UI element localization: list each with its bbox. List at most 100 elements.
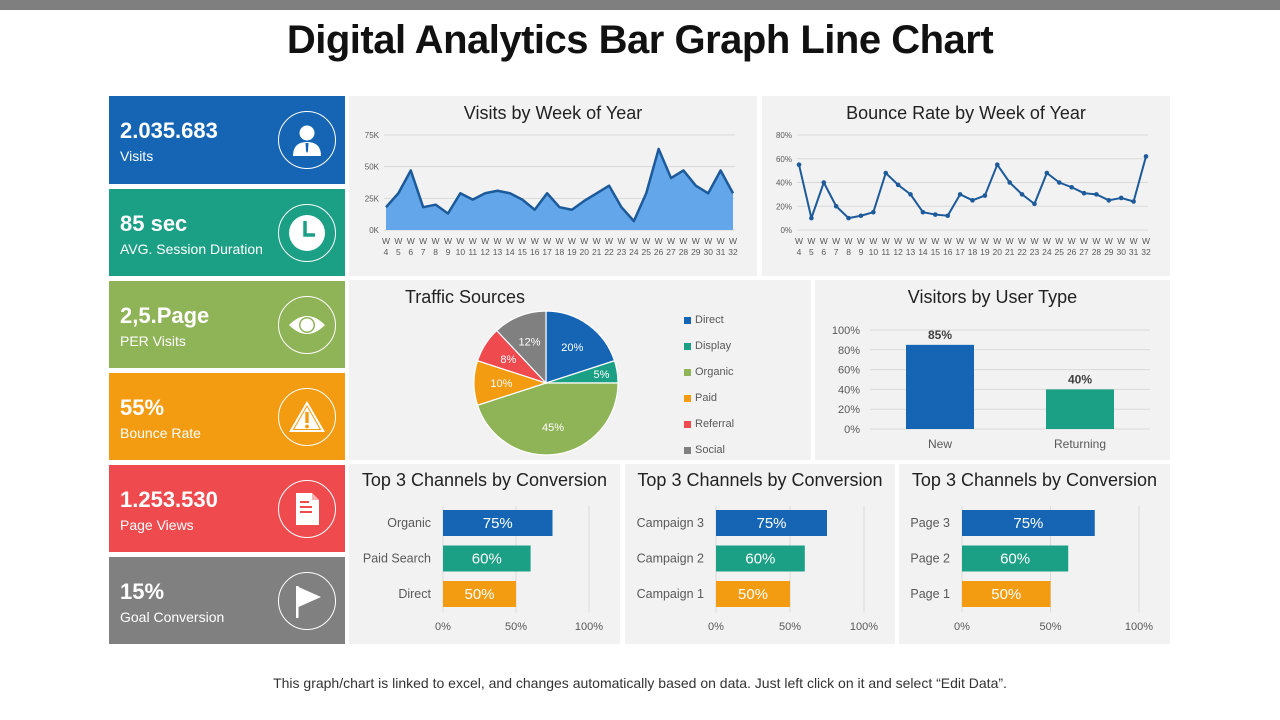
svg-text:W: W (993, 236, 1001, 246)
legend-swatch (684, 316, 691, 324)
traffic-sources-panel[interactable]: Traffic Sources 20% 5% 45% 10% 8% 12% Direct … (349, 280, 811, 460)
svg-text:W: W (845, 236, 853, 246)
svg-text:10: 10 (456, 247, 466, 257)
page-title: Digital Analytics Bar Graph Line Chart (286, 18, 994, 62)
svg-text:29: 29 (691, 247, 701, 257)
svg-text:12: 12 (893, 247, 903, 257)
svg-text:W: W (667, 236, 675, 246)
legend-item-paid: Paid (684, 385, 734, 411)
legend-item-social: Social (684, 437, 734, 463)
svg-text:16: 16 (943, 247, 953, 257)
user-icon (278, 111, 336, 169)
kpi-label: AVG. Session Duration (120, 241, 263, 257)
top-channels-panel-2[interactable]: Top 3 Channels by Conversion 0% 50% 100% 75… (625, 464, 895, 644)
svg-text:25: 25 (1055, 247, 1065, 257)
svg-text:12: 12 (480, 247, 490, 257)
svg-text:Direct: Direct (398, 587, 431, 601)
svg-text:75%: 75% (483, 515, 513, 532)
bounce-chart-panel[interactable]: Bounce Rate by Week of Year 0% 20% 40% 60% 8… (762, 96, 1170, 276)
svg-text:10%: 10% (490, 378, 512, 390)
svg-text:11: 11 (468, 247, 477, 257)
svg-text:75%: 75% (756, 515, 786, 532)
kpi-goal-conversion[interactable]: 15% Goal Conversion (109, 557, 345, 644)
svg-text:W: W (882, 236, 890, 246)
svg-text:W: W (655, 236, 663, 246)
svg-text:0%: 0% (780, 226, 792, 235)
svg-text:25: 25 (642, 247, 652, 257)
kpi-visits[interactable]: 2.035.683 Visits (109, 96, 345, 184)
svg-text:50%: 50% (1039, 621, 1061, 633)
svg-text:60%: 60% (1000, 551, 1030, 568)
kpi-pages-per-visit[interactable]: 2,5.Page PER Visits (109, 281, 345, 368)
legend-swatch (684, 394, 691, 402)
kpi-session-duration[interactable]: 85 sec AVG. Session Duration (109, 189, 345, 276)
kpi-value: 2.035.683 (120, 118, 218, 143)
legend-item-display: Display (684, 333, 734, 359)
chart-title: Visits by Week of Year (463, 103, 643, 123)
svg-text:14: 14 (505, 247, 515, 257)
legend-label: Paid (695, 392, 718, 404)
kpi-value: 1.253.530 (120, 487, 218, 512)
svg-text:18: 18 (968, 247, 978, 257)
svg-text:0%: 0% (844, 424, 860, 436)
legend-item-direct: Direct (684, 307, 734, 333)
legend-item-organic: Organic (684, 359, 734, 385)
chart-title: Top 3 Channels by Conversion (637, 470, 883, 490)
svg-text:9: 9 (859, 247, 864, 257)
svg-text:80%: 80% (838, 345, 860, 357)
svg-text:W: W (506, 236, 514, 246)
kpi-value: 2,5.Page (120, 303, 210, 328)
svg-text:5: 5 (809, 247, 814, 257)
svg-text:W: W (531, 236, 539, 246)
svg-text:W: W (394, 236, 402, 246)
svg-text:W: W (555, 236, 563, 246)
svg-text:Organic: Organic (387, 516, 431, 530)
visitors-bar-chart: 0% 20% 40% 60% 80% 100% 85% New 40% Returning (832, 325, 1150, 451)
svg-text:24: 24 (1042, 247, 1052, 257)
svg-text:27: 27 (666, 247, 676, 257)
svg-text:Campaign 1: Campaign 1 (637, 587, 704, 601)
svg-text:Page 1: Page 1 (910, 587, 950, 601)
legend-swatch (684, 368, 691, 376)
svg-text:W: W (795, 236, 803, 246)
svg-text:40%: 40% (838, 384, 860, 396)
svg-text:Campaign 2: Campaign 2 (637, 552, 704, 566)
svg-text:W: W (832, 236, 840, 246)
svg-text:80%: 80% (776, 131, 792, 140)
svg-text:20%: 20% (776, 202, 792, 211)
svg-text:20: 20 (993, 247, 1003, 257)
top-channels-bar-chart: 0% 50% 100% 75% Organic 60% Paid Search 50% Dire… (363, 506, 603, 633)
legend-label: Referral (695, 418, 735, 430)
svg-text:W: W (894, 236, 902, 246)
chart-title: Top 3 Channels by Conversion (911, 470, 1158, 490)
svg-text:W: W (580, 236, 588, 246)
svg-text:13: 13 (493, 247, 503, 257)
svg-text:9: 9 (446, 247, 451, 257)
top-channels-panel-1[interactable]: Top 3 Channels by Conversion 0% 50% 100% 75… (349, 464, 620, 644)
svg-text:W: W (944, 236, 952, 246)
chart-title: Visitors by User Type (907, 287, 1078, 307)
svg-text:W: W (820, 236, 828, 246)
svg-text:0%: 0% (708, 621, 724, 633)
kpi-value: 85 sec (120, 211, 188, 236)
visits-chart-panel[interactable]: Visits by Week of Year 0K 25K 50K 75K W 4 W 5 W 6… (349, 96, 757, 276)
svg-text:W: W (704, 236, 712, 246)
svg-text:28: 28 (1092, 247, 1102, 257)
legend-swatch (684, 446, 691, 454)
kpi-page-views[interactable]: 1.253.530 Page Views (109, 465, 345, 552)
svg-text:W: W (729, 236, 737, 246)
svg-text:0K: 0K (369, 226, 379, 235)
top-channels-panel-3[interactable]: Top 3 Channels by Conversion 0% 50% 100% 75… (899, 464, 1170, 644)
svg-text:17: 17 (955, 247, 965, 257)
svg-text:4: 4 (384, 247, 389, 257)
svg-text:25K: 25K (365, 194, 380, 203)
svg-text:29: 29 (1104, 247, 1114, 257)
svg-text:W: W (1080, 236, 1088, 246)
visitors-by-type-panel[interactable]: Visitors by User Type 0% 20% 40% 60% 80% 100%… (815, 280, 1170, 460)
kpi-bounce-rate[interactable]: 55% Bounce Rate (109, 373, 345, 460)
svg-text:12%: 12% (519, 336, 541, 348)
svg-text:7: 7 (834, 247, 839, 257)
svg-text:23: 23 (617, 247, 627, 257)
chart-title: Bounce Rate by Week of Year (846, 103, 1086, 123)
svg-text:W: W (617, 236, 625, 246)
